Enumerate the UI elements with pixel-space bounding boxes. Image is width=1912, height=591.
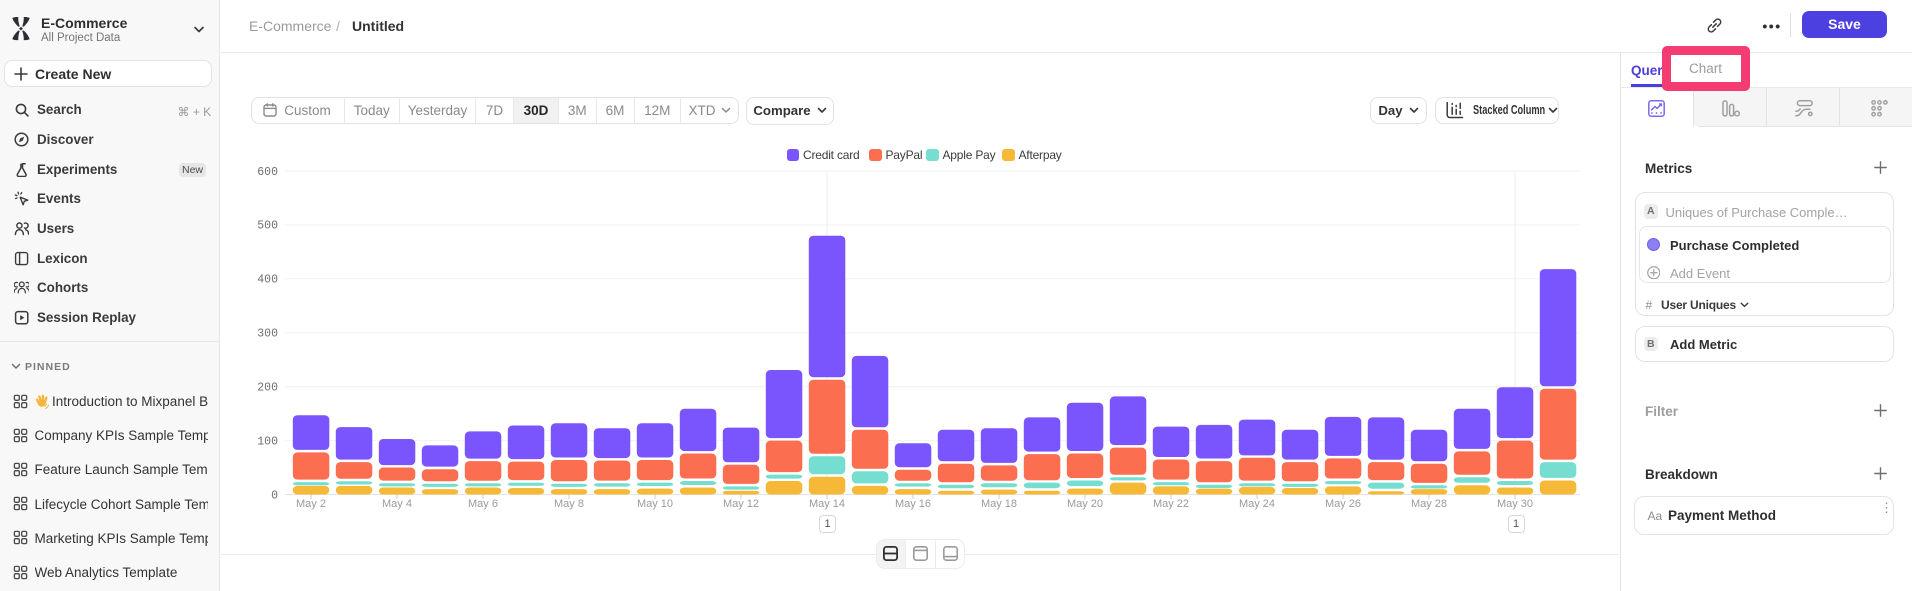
- svg-text:May 22: May 22: [1153, 498, 1189, 510]
- svg-text:May 28: May 28: [1411, 498, 1447, 510]
- svg-text:May 10: May 10: [637, 498, 673, 510]
- svg-text:May 16: May 16: [895, 498, 931, 510]
- svg-text:May 24: May 24: [1239, 498, 1275, 510]
- svg-text:May 14: May 14: [809, 498, 845, 510]
- svg-text:May 18: May 18: [981, 498, 1017, 510]
- svg-text:300: 300: [257, 328, 278, 341]
- svg-text:May 6: May 6: [468, 498, 498, 510]
- svg-text:May 20: May 20: [1067, 498, 1103, 510]
- svg-text:400: 400: [257, 274, 278, 287]
- svg-text:May 30: May 30: [1497, 498, 1533, 510]
- svg-text:May 12: May 12: [723, 498, 759, 510]
- svg-text:600: 600: [257, 166, 278, 179]
- svg-text:500: 500: [257, 220, 278, 233]
- svg-text:May 4: May 4: [382, 498, 412, 510]
- svg-text:May 26: May 26: [1325, 498, 1361, 510]
- svg-text:0: 0: [271, 489, 278, 502]
- svg-text:May 2: May 2: [296, 498, 326, 510]
- svg-text:200: 200: [257, 382, 278, 395]
- svg-text:May 8: May 8: [554, 498, 584, 510]
- svg-text:100: 100: [257, 435, 278, 448]
